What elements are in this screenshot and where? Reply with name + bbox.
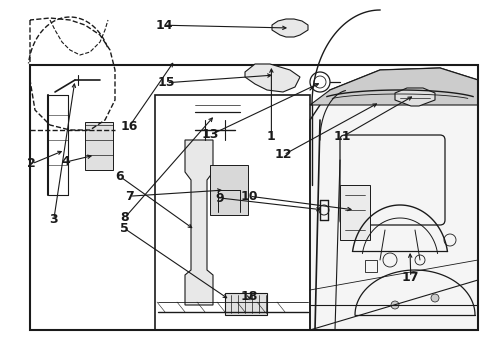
Circle shape xyxy=(390,301,398,309)
Text: 1: 1 xyxy=(266,130,275,143)
Polygon shape xyxy=(309,68,477,330)
Polygon shape xyxy=(184,140,213,305)
Text: 10: 10 xyxy=(240,190,258,203)
Text: 11: 11 xyxy=(333,130,350,143)
Text: 8: 8 xyxy=(120,211,129,224)
Polygon shape xyxy=(244,64,299,92)
Text: 4: 4 xyxy=(61,156,70,168)
Bar xyxy=(155,95,309,330)
Text: 7: 7 xyxy=(125,190,134,203)
Text: 18: 18 xyxy=(240,291,258,303)
Text: 5: 5 xyxy=(120,222,129,235)
Circle shape xyxy=(430,294,438,302)
Text: 3: 3 xyxy=(49,213,58,226)
Polygon shape xyxy=(271,19,307,37)
Text: 17: 17 xyxy=(401,271,419,284)
Bar xyxy=(364,260,376,272)
Text: 9: 9 xyxy=(215,192,224,204)
Bar xyxy=(30,65,477,330)
Bar xyxy=(224,293,266,315)
Text: 13: 13 xyxy=(201,129,219,141)
Text: 14: 14 xyxy=(155,19,172,32)
Polygon shape xyxy=(394,88,434,106)
Text: 16: 16 xyxy=(121,120,138,132)
Text: 6: 6 xyxy=(115,170,124,183)
Text: 2: 2 xyxy=(27,157,36,170)
Polygon shape xyxy=(309,68,477,105)
Text: 12: 12 xyxy=(274,148,292,161)
Bar xyxy=(209,165,247,215)
Bar xyxy=(339,185,369,240)
Text: 15: 15 xyxy=(157,76,175,89)
Bar xyxy=(85,122,113,170)
